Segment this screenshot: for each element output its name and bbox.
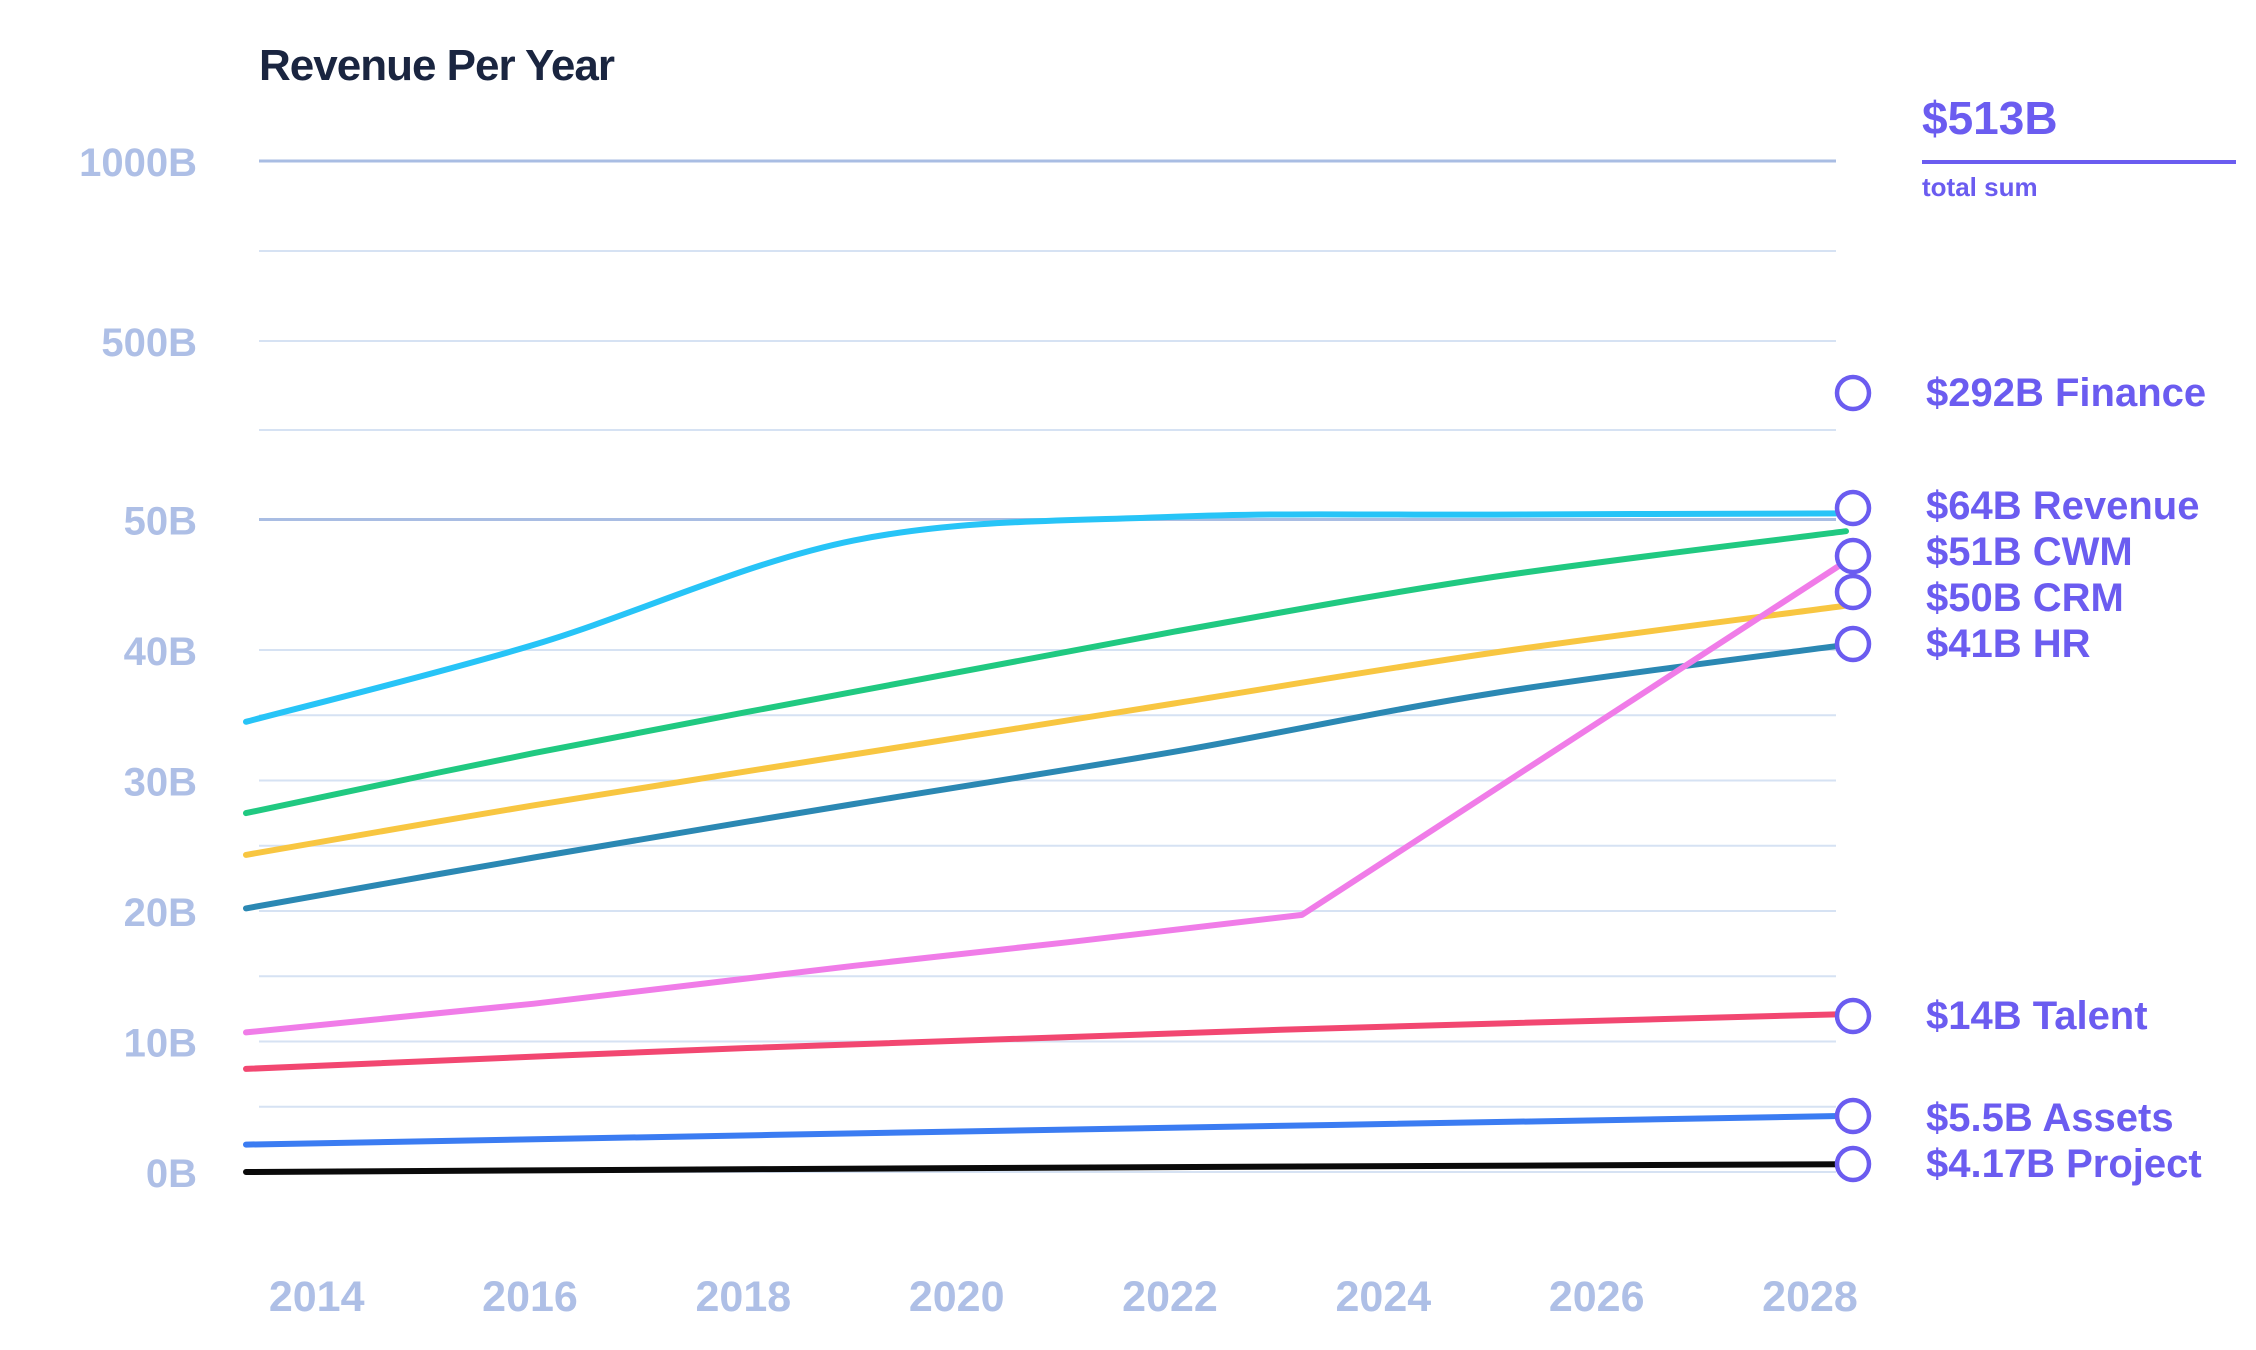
x-tick-label: 2014 <box>269 1273 365 1321</box>
y-tick-label: 0B <box>146 1152 197 1196</box>
series-line-crm <box>243 602 1849 858</box>
series-line-talent <box>243 1011 1849 1072</box>
x-tick-label: 2018 <box>695 1273 791 1321</box>
end-label-finance: $292B Finance <box>1926 371 2206 415</box>
series-line-project <box>243 1161 1849 1175</box>
x-tick-label: 2028 <box>1762 1273 1858 1321</box>
series-line-revenue <box>243 528 1849 817</box>
y-tick-label: 20B <box>124 891 197 935</box>
end-label-project: $4.17B Project <box>1926 1142 2202 1186</box>
series-line-finance <box>243 510 1849 725</box>
series-line-cwm <box>243 558 1849 1036</box>
total-summary: $513B total sum <box>1922 92 2236 202</box>
y-tick-label: 40B <box>124 630 197 674</box>
y-tick-label: 30B <box>124 761 197 805</box>
end-marker-hr <box>1834 625 1872 663</box>
y-tick-label: 10B <box>124 1022 197 1066</box>
x-tick-label: 2022 <box>1122 1273 1218 1321</box>
end-marker-project <box>1834 1145 1872 1183</box>
end-marker-crm <box>1834 573 1872 611</box>
y-tick-label: 1000B <box>79 141 197 185</box>
y-axis-ticks: 0B 10B 20B 30B 40B 50B 500B 1000B <box>79 141 197 1196</box>
end-label-talent: $14B Talent <box>1926 994 2148 1038</box>
end-label-crm: $50B CRM <box>1926 576 2124 620</box>
x-tick-label: 2026 <box>1549 1273 1645 1321</box>
end-marker-cwm <box>1834 537 1872 575</box>
end-label-cwm: $51B CWM <box>1926 530 2133 574</box>
series-line-hr <box>243 641 1849 912</box>
x-tick-label: 2024 <box>1335 1273 1431 1321</box>
total-caption: total sum <box>1922 172 2038 202</box>
end-labels: $292B Finance $64B Revenue $50B CRM$41B HR… <box>1926 371 2206 1186</box>
end-markers <box>1834 374 1872 1183</box>
y-tick-label: 500B <box>101 321 197 365</box>
end-marker-talent <box>1834 997 1872 1035</box>
x-axis-ticks: 2014 2016 2018 2020 2022 2024 2026 2028 <box>269 1273 1858 1321</box>
y-tick-label: 50B <box>124 500 197 544</box>
end-marker-revenue <box>1834 489 1872 527</box>
end-marker-assets <box>1834 1097 1872 1135</box>
series-lines <box>243 510 1849 1175</box>
total-value: $513B <box>1922 92 2058 144</box>
end-label-hr: $41B HR <box>1926 622 2091 666</box>
end-label-revenue: $64B Revenue <box>1926 484 2199 528</box>
end-label-assets: $5.5B Assets <box>1926 1096 2174 1140</box>
x-tick-label: 2016 <box>482 1273 578 1321</box>
chart-title: Revenue Per Year <box>259 41 615 90</box>
x-tick-label: 2020 <box>909 1273 1005 1321</box>
end-marker-finance <box>1834 374 1872 412</box>
series-line-assets <box>243 1112 1849 1148</box>
